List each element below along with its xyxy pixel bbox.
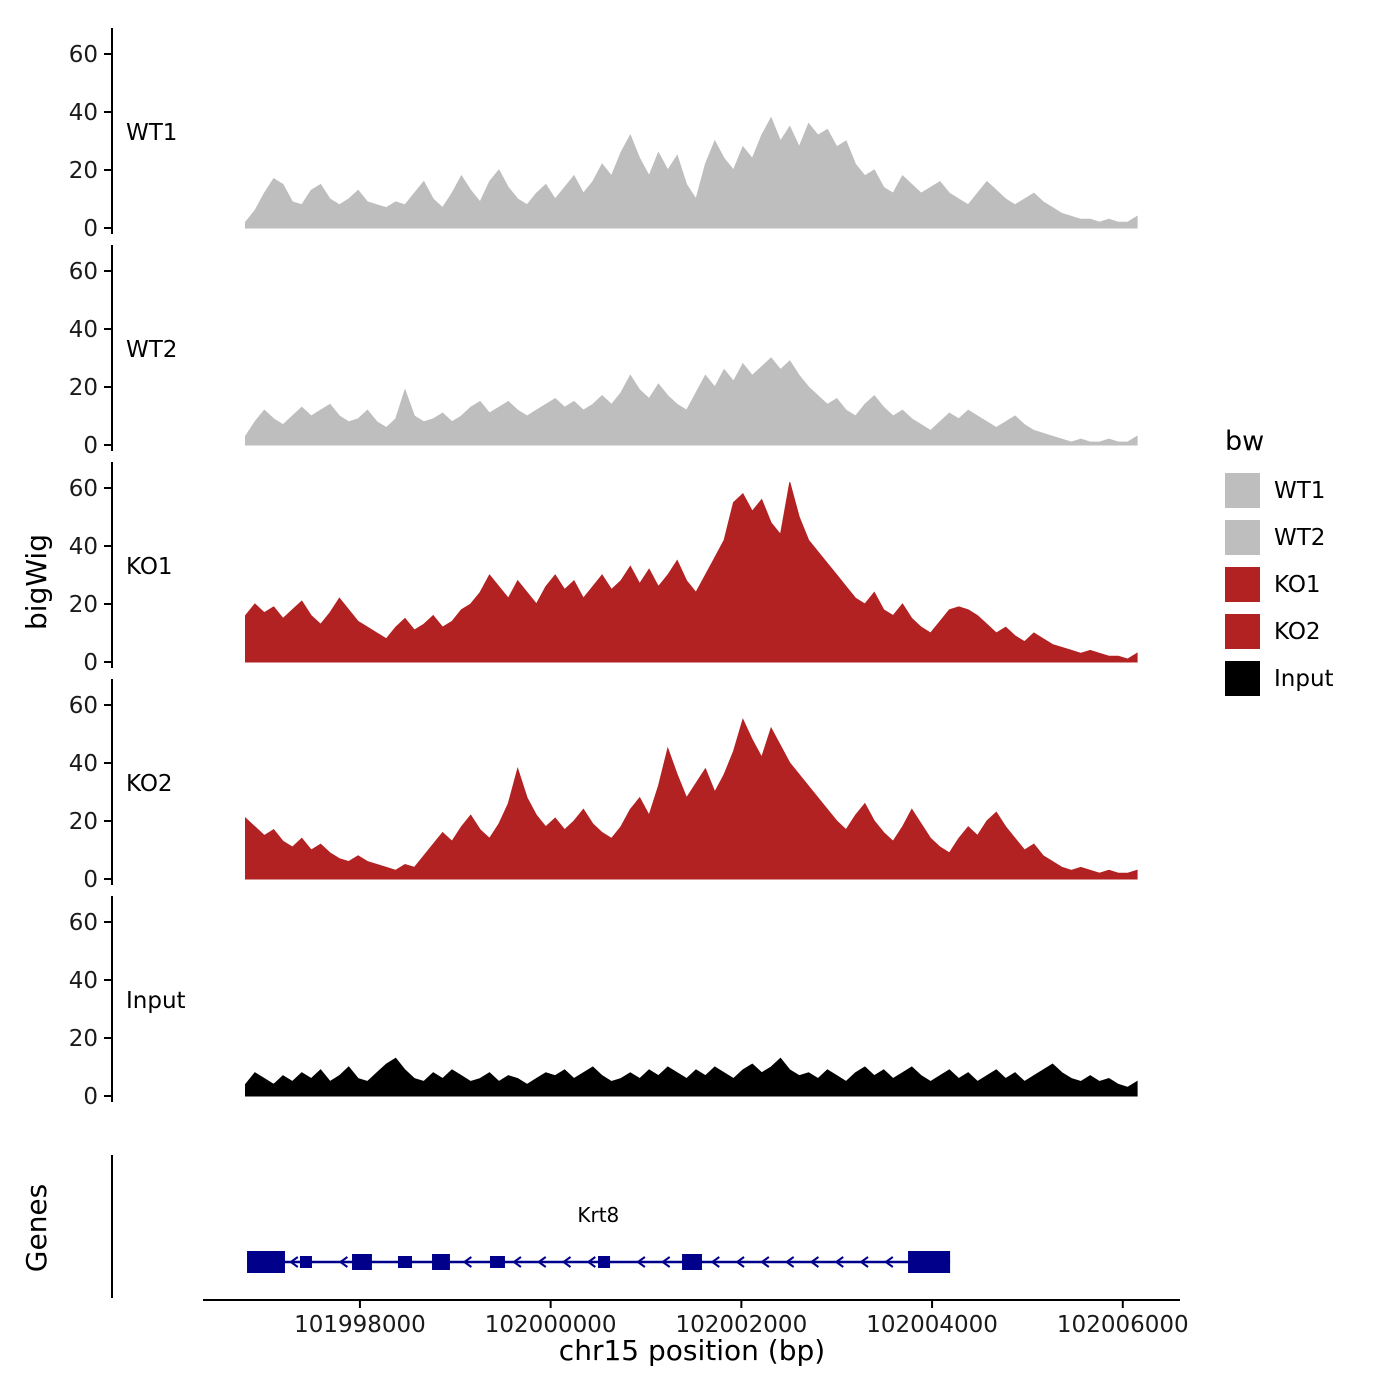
y-axis-title: bigWig [20,534,53,630]
y-tick-label: 40 [69,534,98,560]
y-tick-label: 0 [83,216,98,242]
x-tick-label: 102000000 [485,1312,617,1338]
legend-swatch-KO2 [1225,614,1260,649]
legend-item-WT2: WT2 [1225,520,1334,555]
strand-arrow-icon [586,1256,596,1268]
area-series-WT2 [245,357,1138,446]
gene-exon [598,1256,611,1268]
legend-label: WT1 [1274,477,1326,504]
strand-arrow-icon [834,1256,844,1268]
gene-exon [247,1251,285,1273]
legend: bw WT1 WT2 KO1 KO2 Input [1225,426,1334,708]
strand-arrow-icon [884,1256,894,1268]
legend-title: bw [1225,426,1265,457]
y-tick-label: 20 [69,375,98,401]
strand-arrow-icon [710,1256,720,1268]
y-tick-label: 20 [69,1026,98,1052]
area-series-WT1 [245,116,1138,229]
track-label-Input: Input [126,988,186,1014]
y-tick-label: 20 [69,592,98,618]
y-tick-label: 40 [69,100,98,126]
strand-arrow-icon [537,1256,547,1268]
y-tick-label: 0 [83,867,98,893]
track-label-KO2: KO2 [126,771,173,797]
y-tick-label: 20 [69,158,98,184]
legend-items: WT1 WT2 KO1 KO2 Input [1225,473,1334,696]
strand-arrow-icon [660,1256,671,1268]
legend-swatch-KO1 [1225,567,1260,602]
legend-label: WT2 [1274,524,1326,551]
strand-arrow-icon [512,1256,522,1268]
area-series-KO1 [245,482,1138,663]
strand-arrow-icon [289,1256,299,1268]
y-tick-label: 60 [69,259,98,285]
y-tick-label: 60 [69,910,98,936]
legend-item-KO2: KO2 [1225,614,1334,649]
genes-axis-title: Genes [20,1184,53,1272]
track-label-KO1: KO1 [126,554,173,580]
gene-exon [432,1254,450,1270]
strand-arrow-icon [859,1256,869,1268]
track-label-WT1: WT1 [126,120,177,146]
gene-exon [397,1256,412,1268]
y-tick-label: 40 [69,968,98,994]
strand-arrow-icon [784,1256,795,1268]
y-tick-label: 0 [83,650,98,676]
gene-label: Krt8 [577,1203,619,1227]
area-series-Input [245,1057,1138,1097]
legend-label: KO2 [1274,618,1321,645]
y-tick-label: 60 [69,42,98,68]
gene-exon [352,1254,372,1270]
gene-exon [908,1251,951,1273]
y-tick-label: 40 [69,317,98,343]
legend-swatch-Input [1225,661,1260,696]
x-axis-title: chr15 position (bp) [559,1334,825,1367]
strand-arrow-icon [735,1256,745,1268]
strand-arrow-icon [561,1256,572,1268]
legend-item-WT1: WT1 [1225,473,1334,508]
strand-arrow-icon [636,1256,646,1268]
y-tick-label: 20 [69,809,98,835]
area-series-KO2 [245,718,1138,880]
legend-swatch-WT1 [1225,473,1260,508]
legend-swatch-WT2 [1225,520,1260,555]
gene-exon [682,1254,702,1270]
gene-exon [489,1256,505,1268]
strand-arrow-icon [338,1256,348,1268]
x-tick-label: 101998000 [294,1312,426,1338]
x-tick-label: 102002000 [676,1312,808,1338]
x-tick-label: 102004000 [866,1312,998,1338]
legend-label: KO1 [1274,571,1321,598]
legend-item-Input: Input [1225,661,1334,696]
legend-item-KO1: KO1 [1225,567,1334,602]
strand-arrow-icon [462,1256,472,1268]
strand-arrow-icon [809,1256,820,1268]
y-tick-label: 60 [69,476,98,502]
gene-exon [299,1256,312,1268]
strand-arrow-icon [760,1256,770,1268]
y-tick-label: 0 [83,433,98,459]
y-tick-label: 60 [69,693,98,719]
x-tick-label: 102006000 [1057,1312,1189,1338]
plot-content: 0 20 40 60 WT1 0 20 40 60 WT2 0 20 40 60 KO1 0 20 40 60 KO2… [69,28,1189,1338]
y-tick-label: 0 [83,1084,98,1110]
track-label-WT2: WT2 [126,337,177,363]
legend-label: Input [1274,665,1334,692]
y-tick-label: 40 [69,751,98,777]
